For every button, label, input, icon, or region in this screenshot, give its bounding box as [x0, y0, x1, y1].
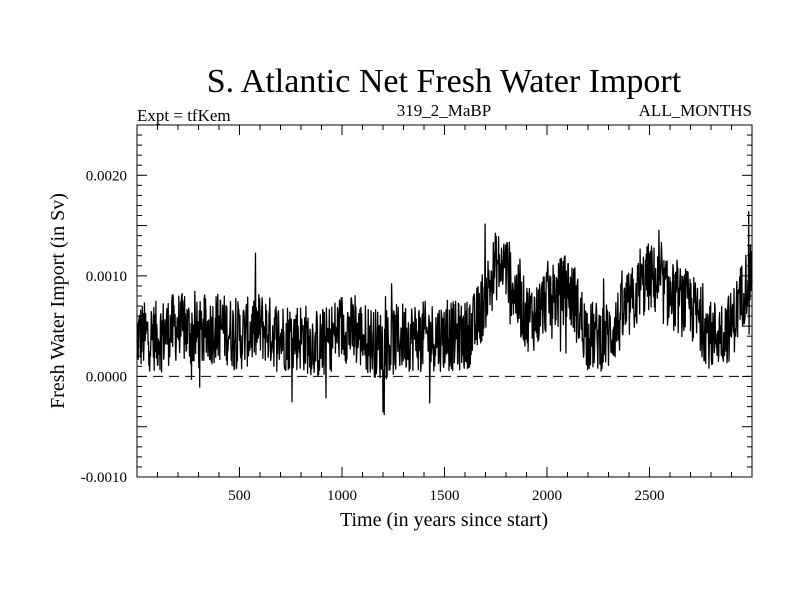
chart-subtitle-center: 319_2_MaBP — [397, 101, 491, 120]
chart-title: S. Atlantic Net Fresh Water Import — [207, 63, 682, 100]
y-tick-label: 0.0000 — [86, 369, 127, 385]
x-tick-label: 500 — [228, 488, 251, 504]
chart-subtitle-left: Expt = tfKem — [137, 106, 231, 125]
y-tick-label: 0.0010 — [86, 269, 127, 285]
x-tick-label: 2000 — [532, 488, 562, 504]
y-tick-label: -0.0010 — [81, 470, 127, 486]
x-tick-label: 1000 — [327, 488, 357, 504]
x-axis-label: Time (in years since start) — [340, 509, 548, 531]
x-axis-ticks: 500 1000 1500 2000 2500 — [157, 125, 732, 504]
x-tick-label: 2500 — [635, 488, 665, 504]
y-axis-label: Fresh Water Import (in Sv) — [47, 193, 69, 409]
chart-subtitle-right: ALL_MONTHS — [639, 101, 752, 120]
series-line — [136, 210, 753, 416]
y-tick-label: 0.0020 — [86, 168, 127, 184]
plot-frame — [136, 124, 753, 478]
x-tick-label: 1500 — [430, 488, 460, 504]
y-axis-ticks: -0.0010 0.0000 0.0010 0.0020 — [81, 134, 752, 486]
